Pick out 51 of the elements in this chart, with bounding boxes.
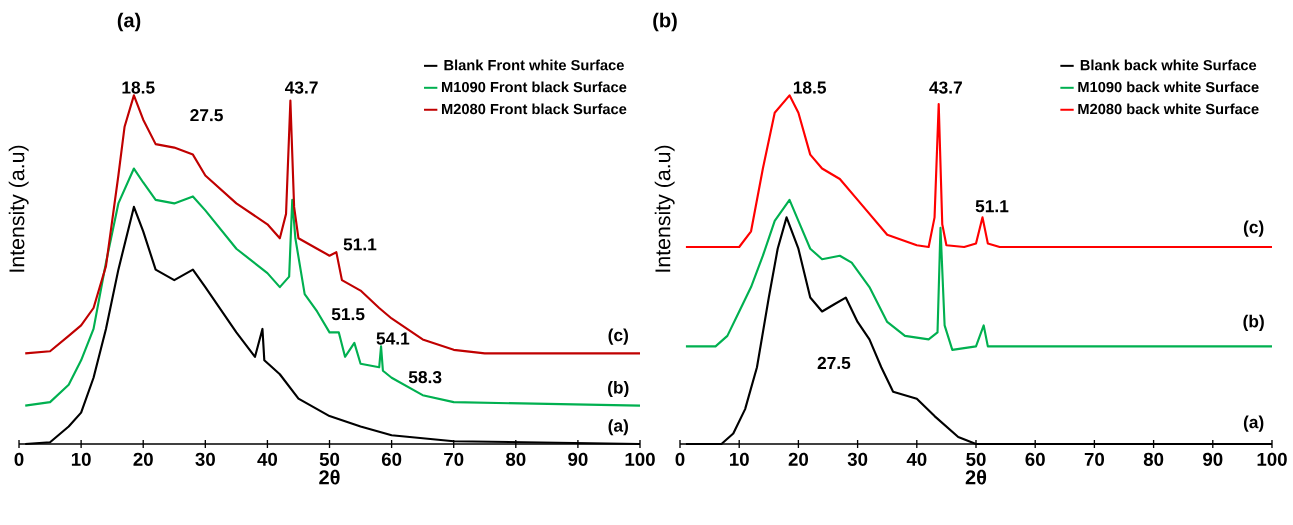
annotation: 27.5 — [190, 109, 223, 122]
x-tick-label: 100 — [1257, 452, 1287, 466]
x-tick-label: 60 — [1025, 452, 1045, 466]
legend-label: Blank Front white Surface — [444, 59, 624, 71]
text: 18.5 — [122, 81, 155, 94]
annotation: 27.5 — [817, 356, 851, 370]
chart-title: (b) — [653, 12, 677, 32]
y-axis-title: Intensity (a.u) — [654, 145, 675, 272]
annotation: (a) — [608, 419, 628, 436]
y-axis-title: Intensity (a.u) — [8, 145, 29, 272]
x-tick-label: 40 — [906, 452, 927, 466]
legend-label: M2080 back white Surface — [1078, 103, 1259, 115]
x-tick-label: 70 — [444, 452, 464, 466]
chart-title: (a) — [117, 12, 141, 32]
annotation: 51.1 — [343, 238, 377, 251]
annotation: (b) — [608, 380, 629, 398]
x-tick-label: 0 — [14, 452, 24, 466]
x-tick-label: 10 — [729, 452, 749, 466]
text: 43.7 — [284, 81, 318, 94]
x-tick-label: 30 — [847, 452, 868, 466]
x-tick-label: 60 — [381, 452, 402, 466]
legend-label: M1090 Front black Surface — [442, 81, 627, 93]
legend-label: Blank back white Surface — [1080, 59, 1257, 71]
legend-label: M1090 back white Surface — [1078, 81, 1259, 93]
legend-label: M2080 Front black Surface — [442, 103, 627, 115]
x-tick-label: 40 — [257, 452, 278, 466]
text: 18.5 — [793, 81, 827, 94]
x-tick-label: 30 — [195, 452, 215, 466]
x-tick-label: 100 — [625, 452, 655, 466]
annotation: (c) — [1243, 220, 1264, 237]
x-tick-label: 50 — [966, 452, 986, 466]
x-tick-label: 90 — [1203, 452, 1223, 466]
x-tick-label: 20 — [788, 452, 809, 466]
x-tick-label: 10 — [71, 452, 91, 466]
annotation: (a) — [1243, 415, 1264, 432]
x-tick-label: 80 — [506, 452, 526, 466]
annotation: (c) — [608, 328, 628, 345]
x-axis-title: 2θ — [965, 469, 987, 485]
x-tick-label: 20 — [133, 452, 153, 466]
annotation: 51.5 — [331, 308, 365, 321]
annotation: 58.3 — [408, 370, 442, 384]
x-tick-label: 80 — [1143, 452, 1164, 466]
x-tick-label: 90 — [568, 452, 588, 466]
x-tick-label: 50 — [319, 452, 340, 466]
x-axis-title: 2θ — [319, 469, 340, 485]
annotation: (b) — [1243, 314, 1264, 331]
x-tick-label: 0 — [675, 452, 685, 466]
text: 43.7 — [929, 81, 962, 94]
annotation: 54.1 — [376, 332, 410, 345]
annotation: 51.1 — [975, 200, 1009, 213]
x-tick-label: 70 — [1084, 452, 1105, 466]
